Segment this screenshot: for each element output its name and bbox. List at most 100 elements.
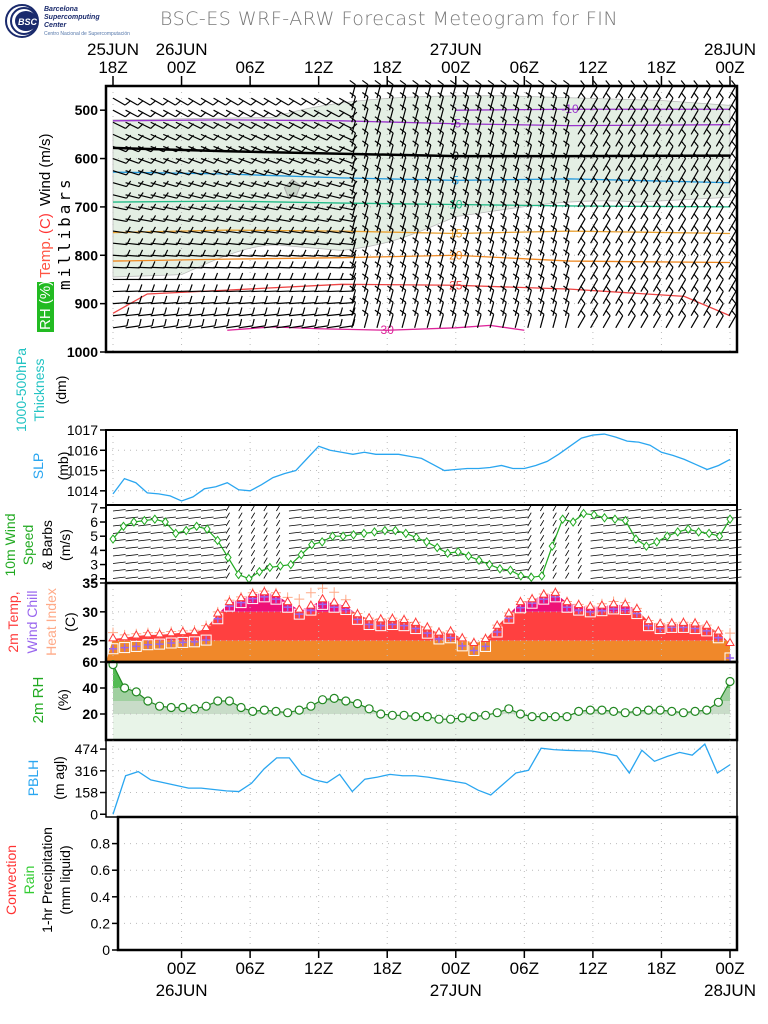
wind-barb-flag — [314, 226, 320, 234]
wind-barb — [439, 193, 444, 208]
wind-barb — [388, 144, 394, 159]
top-time-hour-label: 12Z — [304, 58, 333, 77]
wind-barb — [715, 315, 724, 329]
wind-barb — [703, 85, 712, 99]
wind10-barb — [150, 509, 164, 512]
wind-barb — [426, 169, 432, 183]
wind-barb — [690, 230, 699, 244]
wind-barb-flag — [327, 261, 332, 269]
wind-barb-flag — [352, 272, 357, 280]
wind-barb — [539, 289, 545, 304]
wind-barb-flag — [277, 203, 282, 211]
wind10-barb — [402, 516, 415, 519]
wind-barb — [640, 254, 649, 268]
wind10-barb — [225, 565, 230, 572]
wind-barb-flag — [349, 261, 356, 267]
wind-barb-flag — [668, 201, 674, 208]
rh-point — [597, 705, 607, 715]
wind10-barb — [276, 505, 281, 512]
rh-point — [457, 713, 467, 723]
wind-barb — [715, 121, 724, 135]
wind-barb-flag — [424, 128, 432, 134]
wind-barb-flag — [605, 201, 611, 208]
wind-barb — [577, 291, 586, 304]
temp-ylabel-2-line: Heat Index — [43, 588, 59, 656]
wind-barb — [301, 121, 315, 129]
wind10-ytick-label: 2 — [90, 571, 98, 587]
wind-barb-flag — [424, 176, 432, 182]
wind10-barb — [665, 524, 679, 527]
wind10-ytick-label: 6 — [90, 514, 98, 530]
wind-barb — [451, 132, 457, 147]
top-time-hour-label: 00Z — [441, 58, 470, 77]
temp-point — [364, 612, 374, 622]
temp-band-25 — [106, 640, 730, 662]
wind-barb-flag — [449, 297, 457, 303]
precip-ylabel-3-line: (mm liquid) — [57, 845, 73, 914]
wind-barb-flag — [449, 249, 457, 255]
wind-barb-flag — [340, 284, 344, 292]
wind10-barb — [552, 527, 557, 534]
wind-barb-flag — [239, 272, 244, 280]
wind10-barb — [339, 516, 352, 519]
wind-barb — [715, 158, 724, 171]
wind-barb-flag — [349, 212, 356, 219]
wind-barb — [527, 181, 532, 195]
bottom-time-hour-label: 18Z — [647, 959, 676, 978]
wind-barb — [388, 241, 394, 256]
wind-barb-flag — [500, 164, 507, 170]
wind-barb — [276, 194, 291, 199]
wind10-barb — [200, 546, 214, 549]
wind-barb-flag — [512, 176, 520, 182]
wind-barb-flag — [592, 92, 599, 99]
wind-barb — [527, 265, 532, 280]
wind-barb — [602, 315, 611, 329]
wind10-barb — [288, 546, 302, 549]
temp-point — [340, 599, 351, 608]
wind-barb — [476, 314, 482, 328]
wind10-barb — [250, 505, 256, 512]
wind-barb-flag — [226, 169, 232, 176]
wind-barb-flag — [399, 128, 407, 134]
wind10-barb — [314, 554, 327, 557]
wind-barb-flag — [189, 272, 193, 280]
bsc-logo: BSC Barcelona Supercomputing Center Cent… — [5, 4, 130, 38]
wind10-barb — [464, 509, 478, 512]
wind-barb-flag — [605, 104, 611, 111]
wind-barb-flag — [449, 273, 457, 279]
wind-barb-flag — [449, 261, 457, 267]
wind-barb-flag — [705, 188, 712, 196]
wind-barb-flag — [668, 249, 674, 256]
wind-barb — [602, 170, 611, 184]
wind-barb-flag — [449, 104, 457, 110]
wind10-barb — [565, 550, 570, 557]
wind-barb — [476, 302, 482, 316]
rh-point — [329, 693, 339, 704]
wind-barb — [703, 279, 712, 292]
wind-barb — [288, 230, 303, 234]
wind-barb — [590, 279, 599, 292]
wind-barb-flag — [563, 225, 570, 231]
wind10-point — [339, 531, 347, 542]
wind-barb — [301, 145, 315, 153]
wind-barb — [652, 194, 661, 208]
wind-barb — [388, 302, 394, 316]
wind-barb-flag — [580, 104, 586, 111]
wind-barb-flag — [563, 273, 570, 279]
wind-barb-flag — [550, 297, 557, 303]
wind-barb-flag — [592, 213, 599, 220]
wind-barb-flag — [361, 164, 369, 170]
wind-barb-flag — [437, 92, 444, 98]
wind-barb-flag — [164, 295, 168, 303]
wind-barb — [163, 121, 177, 129]
wind-barb — [627, 182, 636, 196]
wind-barb-flag — [475, 176, 482, 182]
wind-barb-flag — [175, 100, 182, 106]
wind-barb — [476, 169, 482, 183]
wind-barb-flag — [731, 164, 737, 171]
wind-barb — [339, 302, 354, 305]
wind-barb-flag — [399, 116, 407, 122]
wind-barb-flag — [314, 295, 319, 303]
wind10-barb — [339, 554, 352, 557]
wind-barb — [451, 277, 457, 292]
